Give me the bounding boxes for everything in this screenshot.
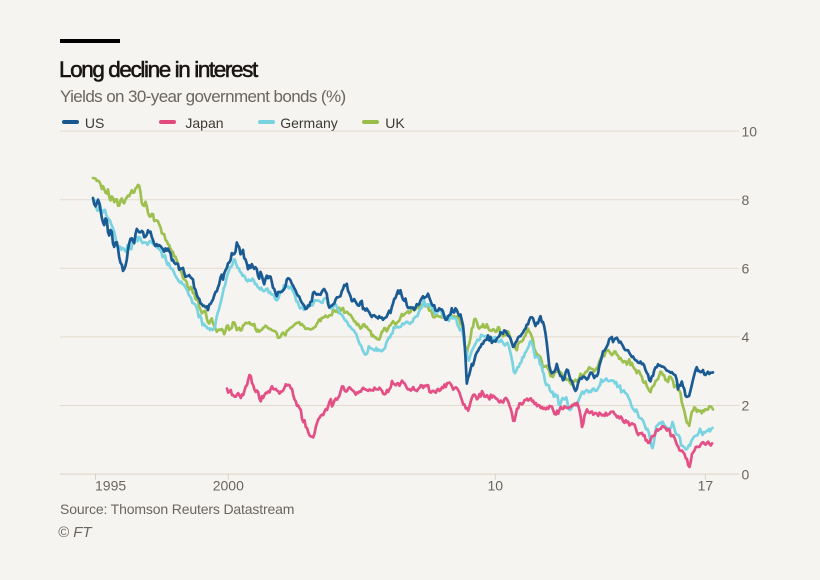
svg-text:1995: 1995 <box>95 478 126 494</box>
svg-text:2: 2 <box>742 398 750 414</box>
svg-text:17: 17 <box>698 478 714 494</box>
svg-text:4: 4 <box>742 329 750 345</box>
svg-text:6: 6 <box>742 261 750 277</box>
svg-text:8: 8 <box>742 192 750 208</box>
svg-text:10: 10 <box>742 123 758 139</box>
svg-text:2000: 2000 <box>213 478 244 494</box>
svg-text:0: 0 <box>742 466 750 482</box>
svg-text:10: 10 <box>488 478 504 494</box>
